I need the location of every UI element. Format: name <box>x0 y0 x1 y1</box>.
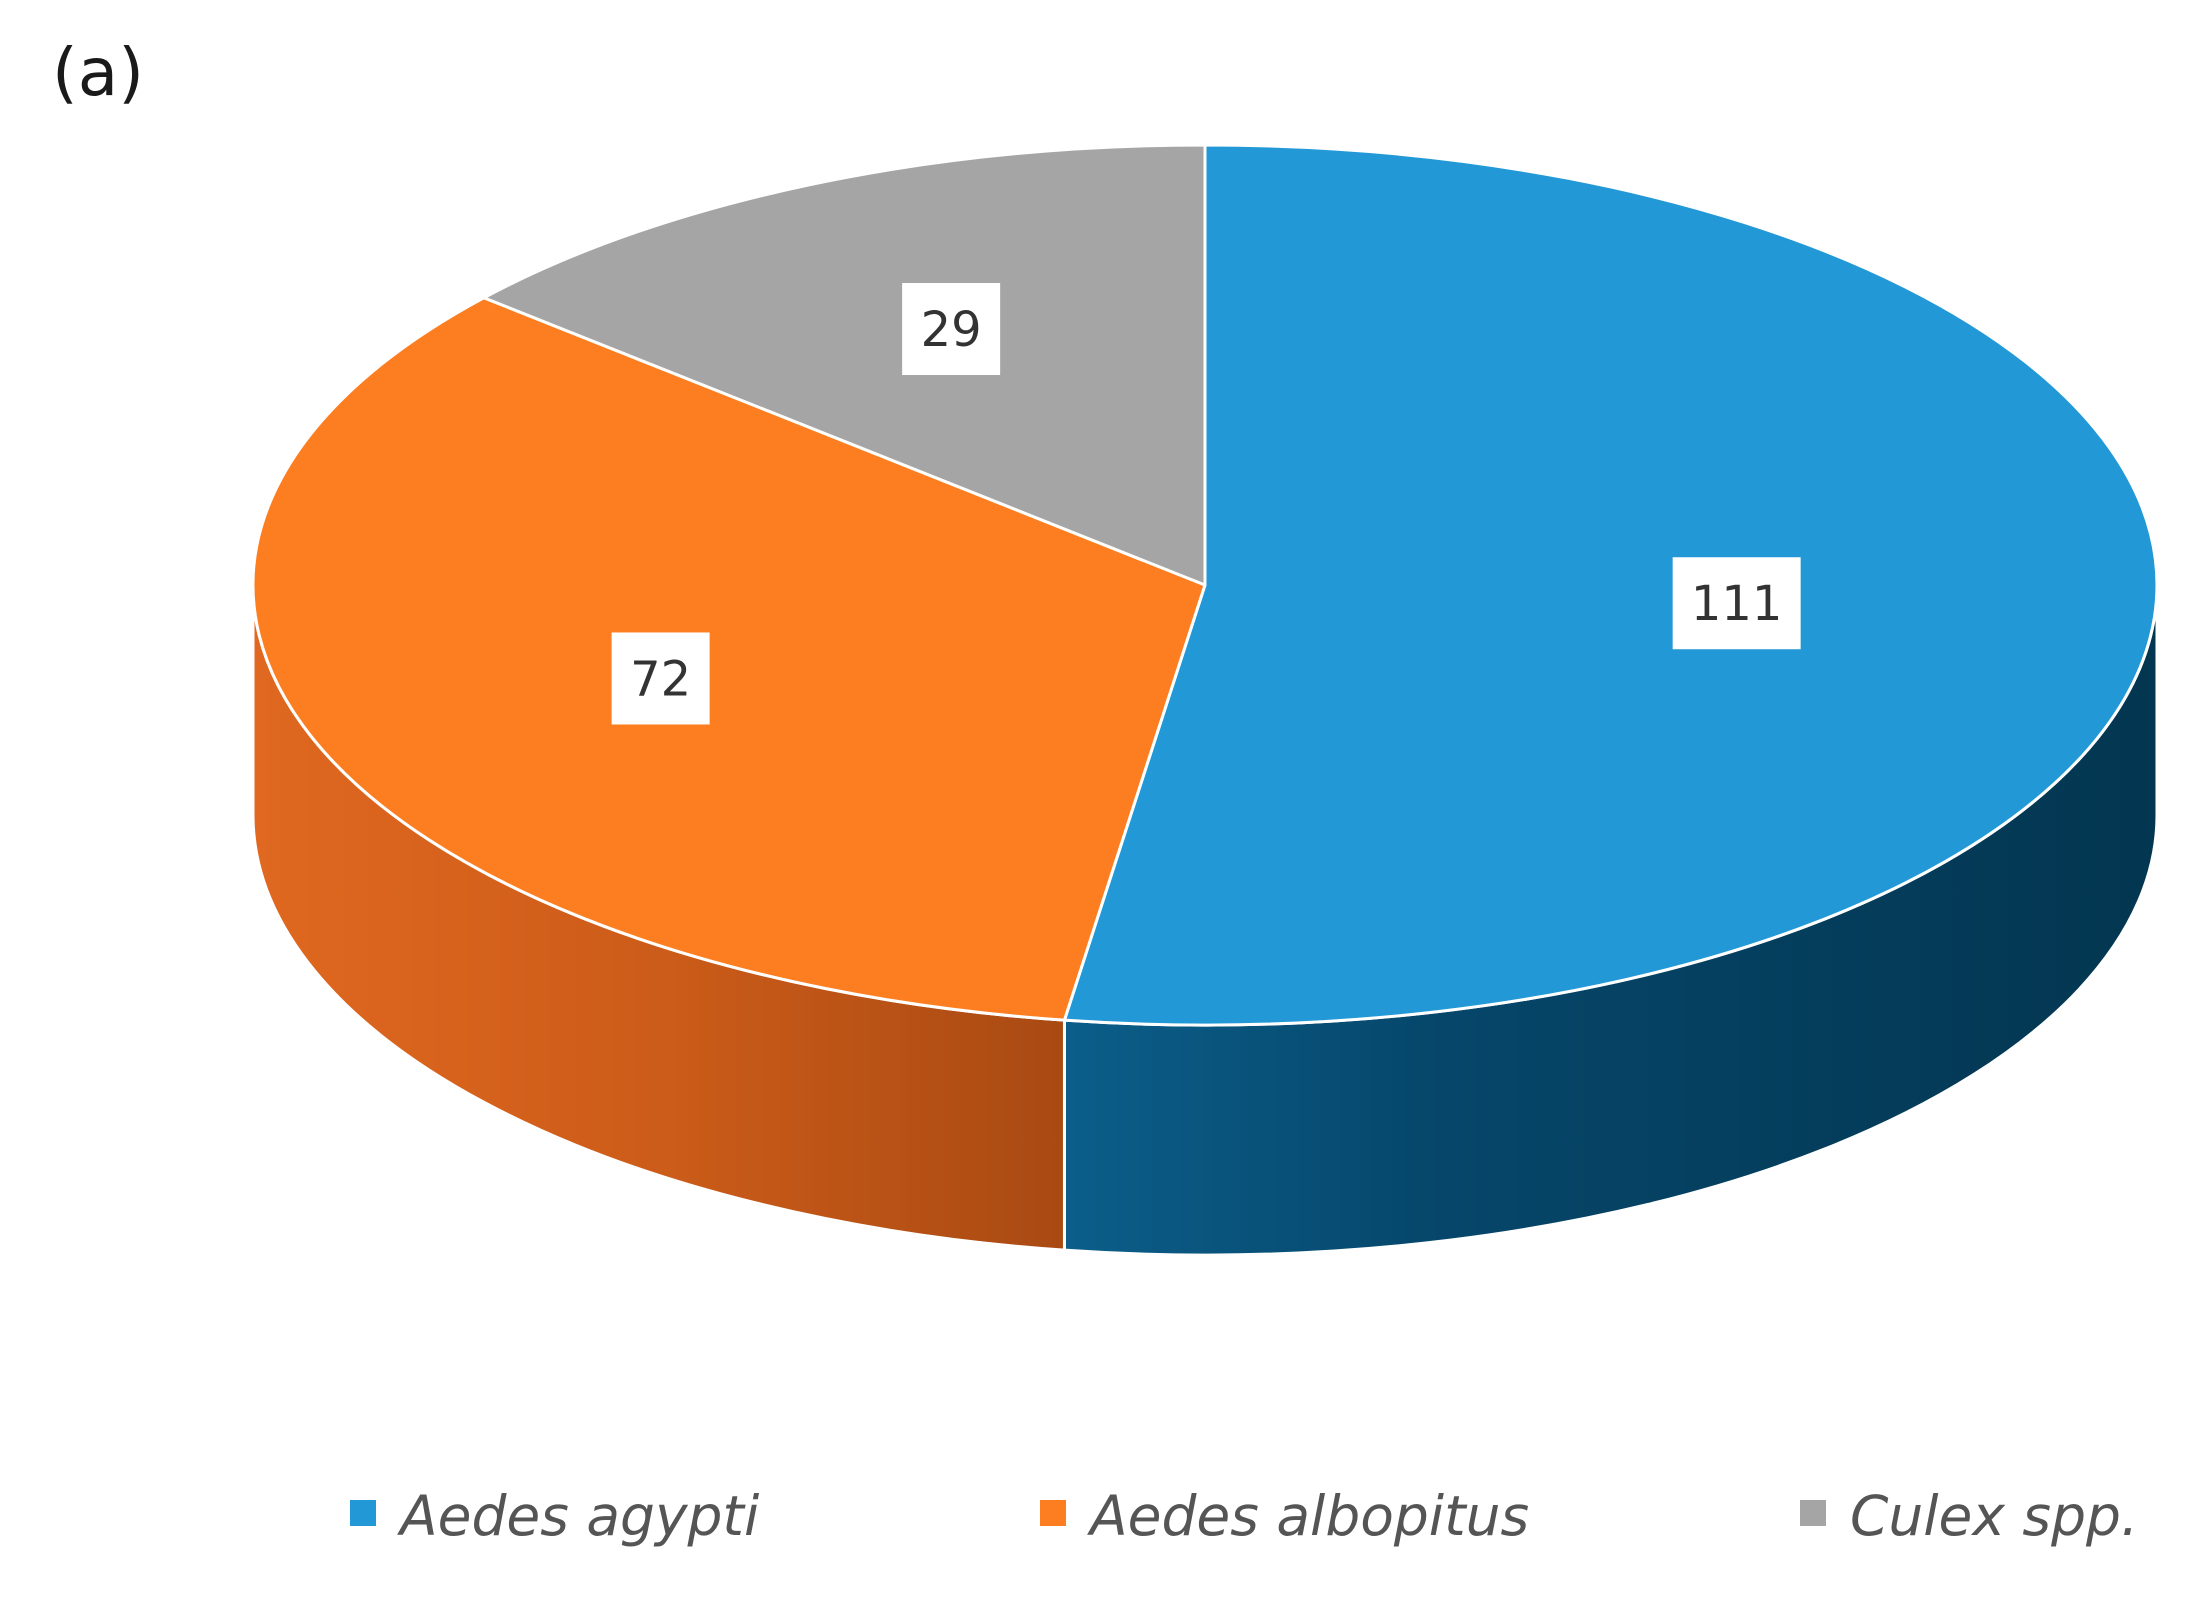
legend: Aedes agypti Aedes albopitus Culex spp. <box>350 1484 2138 1548</box>
legend-label: Aedes albopitus <box>1087 1484 1529 1548</box>
panel-label: (a) <box>52 34 144 111</box>
data-label-aedes-agypti: 111 <box>1672 557 1801 650</box>
data-labels: 111 72 29 <box>611 283 1801 725</box>
legend-item-aedes-agypti: Aedes agypti <box>350 1484 760 1548</box>
legend-label: Aedes agypti <box>397 1484 760 1548</box>
data-label-box <box>902 283 1001 376</box>
legend-item-aedes-albopitus: Aedes albopitus <box>1040 1484 1529 1548</box>
legend-label: Culex spp. <box>1850 1484 2138 1548</box>
legend-item-culex-spp: Culex spp. <box>1800 1484 2138 1548</box>
legend-swatch <box>1040 1500 1066 1526</box>
legend-swatch <box>350 1500 376 1526</box>
data-label-aedes-albopitus: 72 <box>611 632 710 725</box>
data-label-box <box>611 632 710 725</box>
data-label-text: 111 <box>1691 576 1783 632</box>
pie-slice-culex-spp <box>482 143 1207 587</box>
data-label-culex-spp: 29 <box>902 283 1001 376</box>
data-label-box <box>1672 557 1801 650</box>
legend-swatch <box>1800 1500 1826 1526</box>
data-label-text: 72 <box>630 651 691 707</box>
data-label-text: 29 <box>921 302 982 358</box>
pie-slice-aedes-agypti <box>1062 143 2159 1027</box>
pie-group <box>251 143 2159 1257</box>
pie-slice-aedes-albopitus <box>251 296 1207 1022</box>
